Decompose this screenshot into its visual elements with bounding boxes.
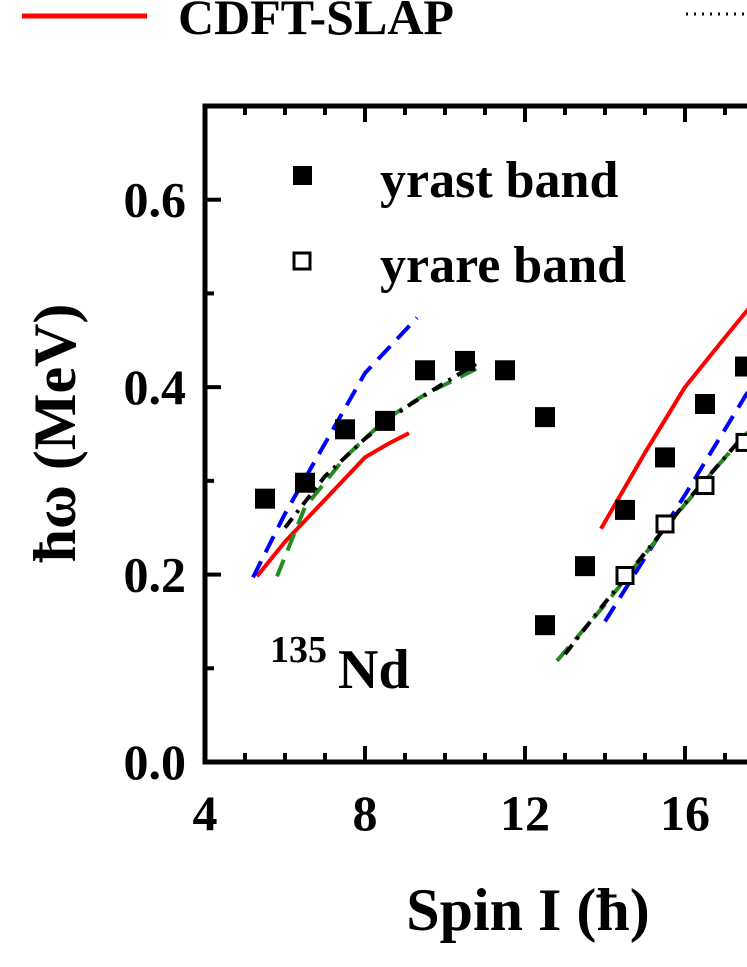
y-tick-label: 0.4 <box>124 359 187 415</box>
annotation-element: Nd <box>338 639 410 701</box>
yrast-point-7 <box>535 407 555 428</box>
curve-dash-dot-000000-0 <box>283 359 483 529</box>
yrast-point-9 <box>575 556 595 577</box>
curve-dashed-228b22-1 <box>555 430 747 663</box>
x-tick-label: 12 <box>500 785 550 841</box>
yrast-point-6 <box>495 360 515 381</box>
curve-dashed-0000ff-0 <box>251 316 419 579</box>
yrast-point-1 <box>295 472 315 493</box>
y-tick-label: 0.0 <box>124 734 187 790</box>
nucleus-annotation: 135 Nd <box>270 629 410 701</box>
annotation-mass-number: 135 <box>270 629 327 671</box>
yrare-point-3 <box>735 432 747 452</box>
yrast-point-0 <box>255 488 275 509</box>
plot-area <box>251 307 747 663</box>
legend-marker-yrare-band <box>292 251 312 271</box>
x-tick-label: 8 <box>353 785 378 841</box>
yrast-point-10 <box>615 499 635 520</box>
y-tick-label: 0.6 <box>124 172 187 228</box>
legend-label-yrare-band: yrare band <box>380 237 626 294</box>
curve-dashed-228b22-0 <box>275 366 478 578</box>
legend-marker-yrast-band <box>293 166 312 185</box>
y-axis-label: ħω (MeV) <box>22 304 88 563</box>
yrast-point-12 <box>695 394 715 415</box>
yrast-point-5 <box>455 350 475 371</box>
x-tick-label: 16 <box>660 785 710 841</box>
yrast-point-13 <box>735 356 747 377</box>
axis-ticks: 4 8 12 16 0.0 0.2 0.4 0.6 <box>124 104 727 841</box>
top-legend: CDFT-SLAP <box>22 0 747 45</box>
legend-label-yrast-band: yrast band <box>380 152 618 209</box>
yrast-point-2 <box>335 419 355 440</box>
curve-dashed-0000ff-1 <box>603 389 747 623</box>
y-tick-label: 0.2 <box>124 547 187 603</box>
curve-dash-dot-000000-1 <box>563 428 747 656</box>
yrare-point-1 <box>655 514 675 534</box>
yrast-point-11 <box>655 447 675 468</box>
yrare-point-0 <box>615 566 635 586</box>
in-plot-legend: yrast band yrare band <box>292 152 626 294</box>
yrast-point-8 <box>535 615 555 636</box>
x-axis-label: Spin I (ħ) <box>406 877 649 943</box>
yrast-point-4 <box>415 360 435 381</box>
curve-solid-ff0000-1 <box>599 307 747 530</box>
curve-solid-ff0000-0 <box>255 431 410 578</box>
top-legend-label-cdft-slap: CDFT-SLAP <box>178 0 454 45</box>
x-tick-label: 4 <box>193 785 218 841</box>
yrast-point-3 <box>375 410 395 431</box>
yrare-point-2 <box>695 476 715 496</box>
